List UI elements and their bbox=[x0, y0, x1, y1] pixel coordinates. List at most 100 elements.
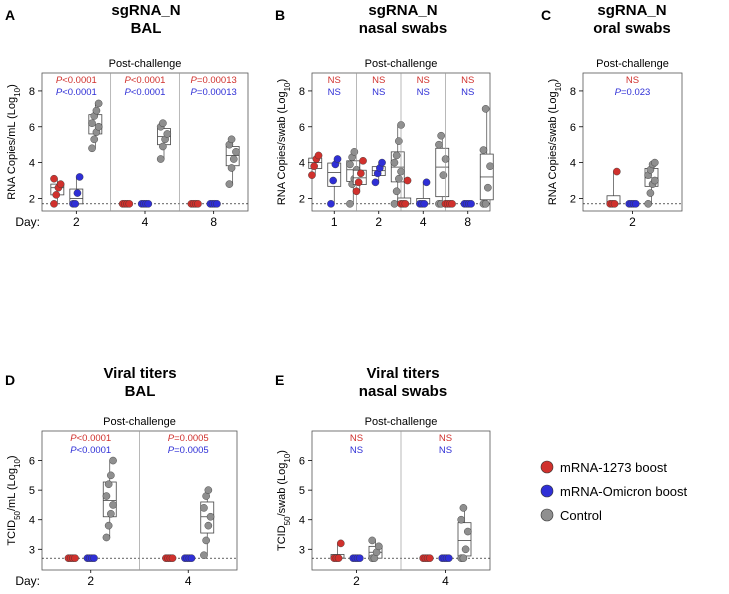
data-point bbox=[187, 554, 196, 562]
p-value-mrna1273: P=0.00013 bbox=[191, 75, 237, 86]
data-point bbox=[439, 171, 448, 179]
data-point bbox=[444, 554, 453, 562]
p-value-omicron: P<0.0001 bbox=[70, 445, 111, 456]
p-value-omicron: NS bbox=[417, 87, 430, 98]
p-value-mrna1273: NS bbox=[439, 433, 452, 444]
p-value-mrna1273: NS bbox=[350, 433, 363, 444]
p-value-mrna1273: P=0.0005 bbox=[168, 433, 209, 444]
y-axis-label: RNA Copies/swab (Log10) bbox=[276, 79, 292, 205]
data-point bbox=[88, 119, 96, 127]
p-value-omicron: NS bbox=[372, 87, 385, 98]
data-point bbox=[632, 200, 640, 208]
panel-letter: E bbox=[275, 372, 284, 388]
chart-subtitle-line: nasal swabs bbox=[359, 383, 447, 400]
y-tick-label: 6 bbox=[29, 122, 35, 134]
data-point bbox=[422, 178, 431, 187]
data-point bbox=[229, 155, 238, 163]
data-point bbox=[52, 191, 61, 199]
data-point bbox=[94, 99, 103, 108]
data-point bbox=[395, 137, 403, 145]
p-value-omicron: P=0.0005 bbox=[168, 445, 209, 456]
data-point bbox=[56, 180, 65, 188]
p-value-omicron: P<0.0001 bbox=[125, 87, 166, 98]
p-value-omicron: P=0.00013 bbox=[191, 87, 237, 98]
post-challenge-label: Post-challenge bbox=[365, 58, 438, 70]
chart-title: sgRNA_N bbox=[111, 2, 180, 19]
p-value-mrna1273: NS bbox=[461, 75, 474, 86]
x-tick-label: 8 bbox=[464, 215, 471, 229]
p-value-omicron: NS bbox=[328, 87, 341, 98]
panel-letter: A bbox=[5, 7, 15, 23]
x-tick-label: 4 bbox=[185, 574, 192, 588]
day-axis-label: Day: bbox=[15, 215, 40, 229]
x-tick-label: 8 bbox=[210, 215, 217, 229]
chart-title: sgRNA_N bbox=[597, 2, 666, 19]
data-point bbox=[352, 187, 361, 196]
y-tick-label: 4 bbox=[299, 515, 305, 527]
data-point bbox=[346, 200, 354, 208]
data-point bbox=[613, 167, 621, 176]
panel-letter: B bbox=[275, 7, 285, 23]
y-tick-label: 8 bbox=[29, 86, 35, 98]
legend-label: Control bbox=[560, 508, 602, 523]
data-point bbox=[420, 200, 429, 208]
chart-title: sgRNA_N bbox=[368, 2, 437, 19]
panel-letter: C bbox=[541, 7, 551, 23]
x-tick-label: 2 bbox=[629, 215, 636, 229]
data-point bbox=[109, 501, 117, 509]
data-point bbox=[425, 554, 434, 562]
day-axis-label: Day: bbox=[15, 574, 40, 588]
y-tick-label: 3 bbox=[299, 544, 305, 556]
data-point bbox=[90, 554, 98, 562]
chart-title: Viral titers bbox=[366, 365, 439, 382]
panel-letter: D bbox=[5, 372, 15, 388]
legend-marker bbox=[540, 508, 554, 522]
data-point bbox=[50, 200, 58, 208]
data-point bbox=[71, 200, 80, 208]
data-point bbox=[71, 554, 79, 562]
data-point bbox=[314, 151, 323, 160]
legend-label: mRNA-1273 boost bbox=[560, 460, 667, 475]
x-tick-label: 1 bbox=[331, 215, 338, 229]
chart-subtitle-line: nasal swabs bbox=[359, 20, 447, 37]
data-point bbox=[334, 554, 343, 562]
data-point bbox=[435, 140, 443, 149]
data-point bbox=[90, 135, 99, 144]
p-value-omicron: P<0.0001 bbox=[56, 87, 97, 98]
y-tick-label: 4 bbox=[570, 158, 576, 170]
y-tick-label: 6 bbox=[570, 122, 576, 134]
data-point bbox=[88, 144, 96, 153]
data-point bbox=[75, 173, 84, 181]
y-tick-label: 5 bbox=[29, 485, 35, 497]
data-point bbox=[448, 200, 456, 208]
data-point bbox=[392, 187, 401, 196]
data-point bbox=[336, 539, 345, 548]
data-point bbox=[459, 554, 468, 562]
y-tick-label: 8 bbox=[299, 86, 305, 98]
data-point bbox=[109, 456, 117, 465]
y-tick-label: 6 bbox=[299, 456, 305, 468]
data-point bbox=[329, 176, 337, 185]
data-point bbox=[481, 200, 490, 208]
p-value-mrna1273: NS bbox=[626, 75, 639, 86]
x-tick-label: 4 bbox=[142, 215, 149, 229]
data-point bbox=[227, 135, 236, 144]
data-point bbox=[94, 122, 103, 131]
data-point bbox=[463, 527, 472, 536]
y-tick-label: 3 bbox=[29, 544, 35, 556]
data-point bbox=[204, 521, 213, 530]
p-value-mrna1273: NS bbox=[417, 75, 430, 86]
data-point bbox=[73, 189, 82, 197]
data-point bbox=[308, 171, 316, 179]
p-value-mrna1273: NS bbox=[372, 75, 385, 86]
data-point bbox=[225, 180, 234, 188]
data-point bbox=[227, 164, 236, 172]
data-point bbox=[457, 515, 466, 524]
y-tick-label: 2 bbox=[29, 193, 35, 205]
p-value-omicron: NS bbox=[350, 445, 363, 456]
data-point bbox=[200, 504, 208, 512]
